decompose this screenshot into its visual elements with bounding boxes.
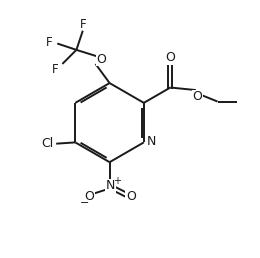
Text: −: −: [79, 198, 89, 208]
Text: O: O: [126, 190, 136, 203]
Text: Cl: Cl: [41, 137, 53, 150]
Text: F: F: [80, 18, 86, 31]
Text: O: O: [192, 91, 202, 103]
Text: N: N: [106, 179, 115, 192]
Text: F: F: [46, 36, 53, 49]
Text: O: O: [84, 190, 94, 203]
Text: O: O: [96, 53, 106, 66]
Text: +: +: [113, 176, 121, 186]
Text: N: N: [146, 135, 156, 148]
Text: O: O: [165, 51, 175, 64]
Text: F: F: [52, 62, 58, 76]
